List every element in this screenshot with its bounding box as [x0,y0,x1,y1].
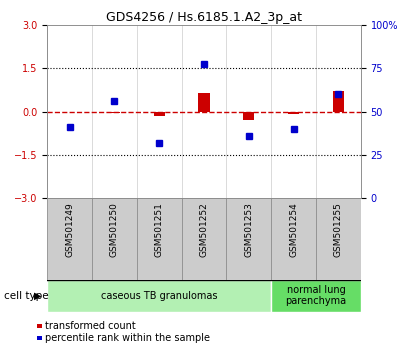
Text: GSM501254: GSM501254 [288,202,297,257]
Text: caseous TB granulomas: caseous TB granulomas [101,291,217,301]
Text: GSM501250: GSM501250 [110,202,119,257]
Text: GSM501255: GSM501255 [333,202,342,257]
Bar [287,112,299,114]
Bar [315,198,360,280]
Bar [226,198,270,280]
Text: cell type: cell type [4,291,49,301]
Bar [47,280,270,312]
Bar [137,198,181,280]
Bar [47,198,92,280]
Text: percentile rank within the sample: percentile rank within the sample [45,333,209,343]
Text: GSM501253: GSM501253 [244,202,253,257]
Bar [181,198,226,280]
Text: transformed count: transformed count [45,321,135,331]
Text: normal lung
parenchyma: normal lung parenchyma [285,285,346,307]
Bar [198,93,209,112]
Bar [108,112,120,113]
Bar [243,112,254,120]
Title: GDS4256 / Hs.6185.1.A2_3p_at: GDS4256 / Hs.6185.1.A2_3p_at [106,11,301,24]
Text: ▶: ▶ [34,291,41,301]
Text: GSM501252: GSM501252 [199,202,208,257]
Bar [270,280,360,312]
Bar [270,198,315,280]
Bar [153,112,164,116]
Bar [92,198,137,280]
Text: GSM501249: GSM501249 [65,202,74,257]
Bar [332,91,343,112]
Text: GSM501251: GSM501251 [154,202,163,257]
